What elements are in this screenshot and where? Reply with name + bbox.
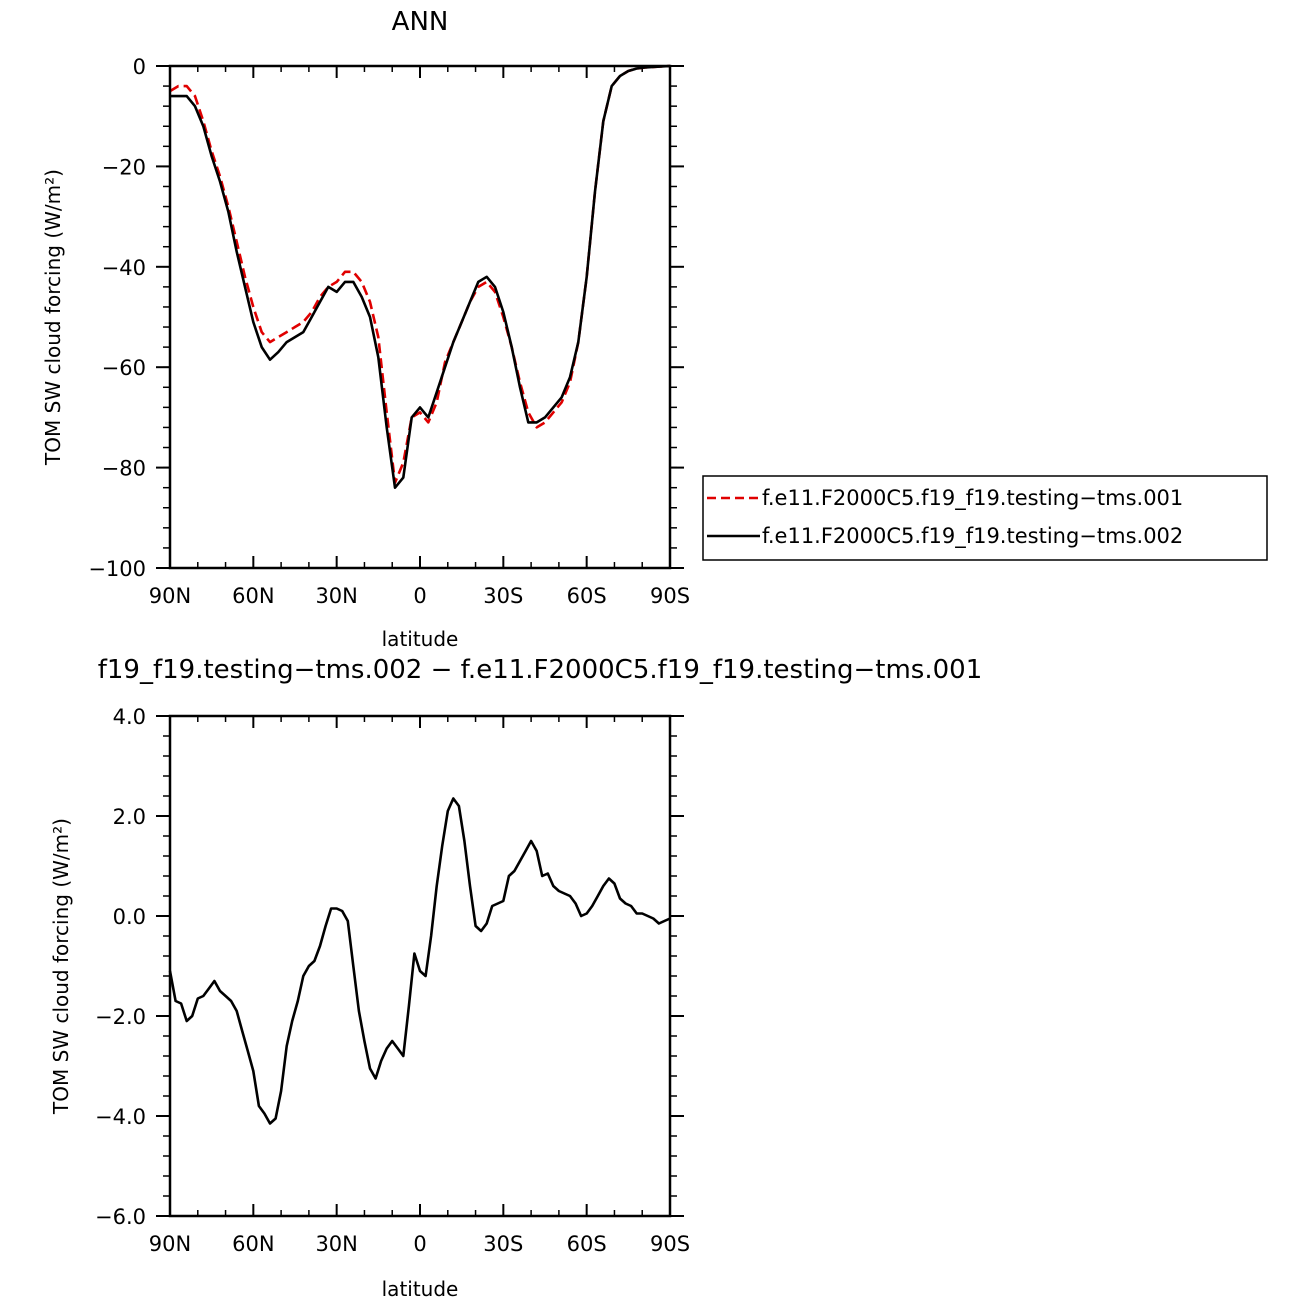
series-line-1 (168, 797, 671, 1125)
y-tick-label: 0.0 (113, 905, 146, 929)
series-line-1 (169, 64, 671, 484)
x-tick-label: 30S (483, 1232, 523, 1256)
x-axis-label: latitude (382, 627, 459, 651)
legend-label-series-2: f.e11.F2000C5.f19_f19.testing−tms.002 (762, 524, 1183, 549)
x-axis-label: latitude (382, 1277, 459, 1301)
y-axis-label: TOM SW cloud forcing (W/m²) (49, 818, 73, 1115)
chart-title: ANN (392, 7, 449, 37)
y-tick-label: −4.0 (95, 1105, 146, 1129)
x-tick-label: 90N (149, 584, 191, 608)
x-tick-label: 90S (650, 1232, 690, 1256)
x-tick-label: 90N (149, 1232, 191, 1256)
x-tick-label: 0 (413, 584, 426, 608)
chart-title: f19_f19.testing−tms.002 − f.e11.F2000C5.… (98, 655, 983, 685)
plot-frame (168, 64, 672, 570)
panel-difference: f19_f19.testing−tms.002 − f.e11.F2000C5.… (49, 655, 982, 1301)
panel-annual-cloud-forcing: ANN latitude TOM SW cloud forcing (W/m²)… (41, 7, 1268, 651)
x-tick-label: 60S (567, 1232, 607, 1256)
y-tick-label: 2.0 (113, 805, 146, 829)
y-tick-label: −40 (102, 256, 146, 280)
x-tick-label: 60N (232, 1232, 274, 1256)
y-tick-label: −6.0 (95, 1205, 146, 1229)
y-tick-label: −20 (102, 155, 146, 179)
x-tick-label: 30N (315, 584, 357, 608)
y-tick-label: −60 (102, 356, 146, 380)
x-tick-label: 0 (413, 1232, 426, 1256)
legend-box (702, 475, 1268, 561)
x-tick-label: 60N (232, 584, 274, 608)
y-tick-label: −100 (88, 557, 146, 581)
x-tick-label: 60S (567, 584, 607, 608)
x-tick-label: 90S (650, 584, 690, 608)
plot-frame (168, 714, 672, 1218)
legend: f.e11.F2000C5.f19_f19.testing−tms.001 f.… (702, 475, 1268, 561)
y-axis-label: TOM SW cloud forcing (W/m²) (41, 169, 65, 466)
y-tick-label: 4.0 (113, 705, 146, 729)
y-tick-label: −80 (102, 457, 146, 481)
series-line-2 (170, 64, 671, 489)
y-tick-label: 0 (133, 55, 146, 79)
x-tick-label: 30N (315, 1232, 357, 1256)
legend-label-series-1: f.e11.F2000C5.f19_f19.testing−tms.001 (762, 486, 1183, 511)
x-tick-label: 30S (483, 584, 523, 608)
y-tick-label: −2.0 (95, 1005, 146, 1029)
